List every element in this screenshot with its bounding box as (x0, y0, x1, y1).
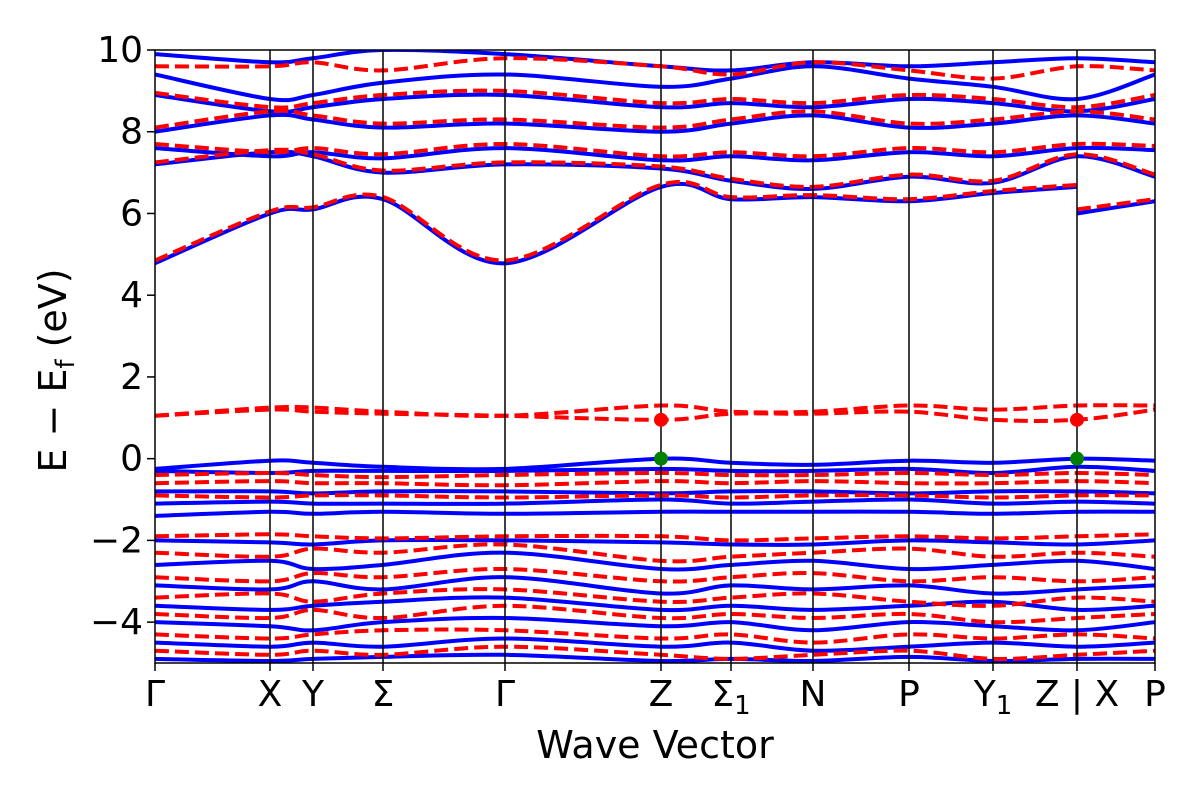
dashed-band-line (155, 542, 1155, 564)
x-tick-label: Σ1 (711, 674, 750, 721)
y-tick-label: −4 (90, 602, 143, 643)
dashed-band-line (155, 470, 1155, 480)
x-axis-ticks: Γ X Y Σ Γ Z Σ1 N P Y1 Z | X P (145, 663, 1166, 721)
x-tick-label: P (898, 674, 920, 715)
dashed-band-line (155, 179, 1078, 263)
high-symmetry-lines (269, 50, 1078, 663)
y-axis-ticks: 10 8 6 4 2 0 −2 −4 (90, 30, 155, 643)
x-axis-title: Wave Vector (536, 723, 774, 767)
x-tick-label: Γ (495, 674, 515, 715)
y-tick-label: −2 (90, 520, 143, 561)
dashed-band-line (155, 407, 1155, 423)
y-tick-label: 6 (120, 193, 143, 234)
x-tick-label: Z | X (1035, 674, 1119, 715)
dashed-band-line (155, 479, 1155, 488)
y-tick-label: 0 (120, 439, 143, 480)
solid-band-line (155, 497, 1155, 506)
dashed-band-line (155, 493, 1155, 500)
solid-band-line (1076, 199, 1155, 216)
dashed-band-line (155, 627, 1155, 645)
y-axis-title-subscript: f (51, 359, 81, 369)
solid-band-line (155, 509, 1155, 518)
solid-band-line (155, 464, 1155, 476)
y-axis-title-main: E − E (31, 369, 75, 473)
solid-band-line (155, 538, 1155, 547)
y-axis-title: E − Ef (eV) (31, 268, 81, 472)
dashed-band-line (155, 403, 1155, 418)
plot-frame (154, 49, 1156, 664)
y-axis-title-unit: (eV) (31, 268, 75, 347)
y-tick-label: 4 (120, 275, 143, 316)
y-tick-label: 8 (120, 112, 143, 153)
solid-band-series (155, 50, 1155, 663)
x-tick-label: Z (649, 674, 674, 715)
vbm-marker (654, 451, 668, 466)
cbm-marker (654, 412, 668, 427)
dashed-band-line (155, 644, 1155, 661)
solid-band-line (155, 489, 1155, 496)
x-tick-label: Y (301, 674, 325, 715)
x-tick-label: P (1144, 674, 1166, 715)
y-tick-label: 2 (120, 357, 143, 398)
vbm-marker (1070, 451, 1084, 466)
dashed-band-line (155, 566, 1155, 584)
dashed-band-line (155, 532, 1155, 543)
dashed-band-line (155, 147, 1155, 189)
cbm-marker (1070, 412, 1084, 427)
x-tick-label: Y1 (973, 674, 1013, 721)
x-tick-label: N (800, 674, 827, 715)
x-tick-label: Σ (372, 674, 395, 715)
x-tick-label: Γ (145, 674, 165, 715)
solid-band-line (155, 64, 1155, 103)
y-tick-label: 10 (97, 30, 143, 71)
band-edge-markers (654, 412, 1084, 466)
solid-band-line (155, 181, 1078, 266)
x-tick-label: X (258, 674, 283, 715)
dashed-band-line (1076, 197, 1155, 212)
